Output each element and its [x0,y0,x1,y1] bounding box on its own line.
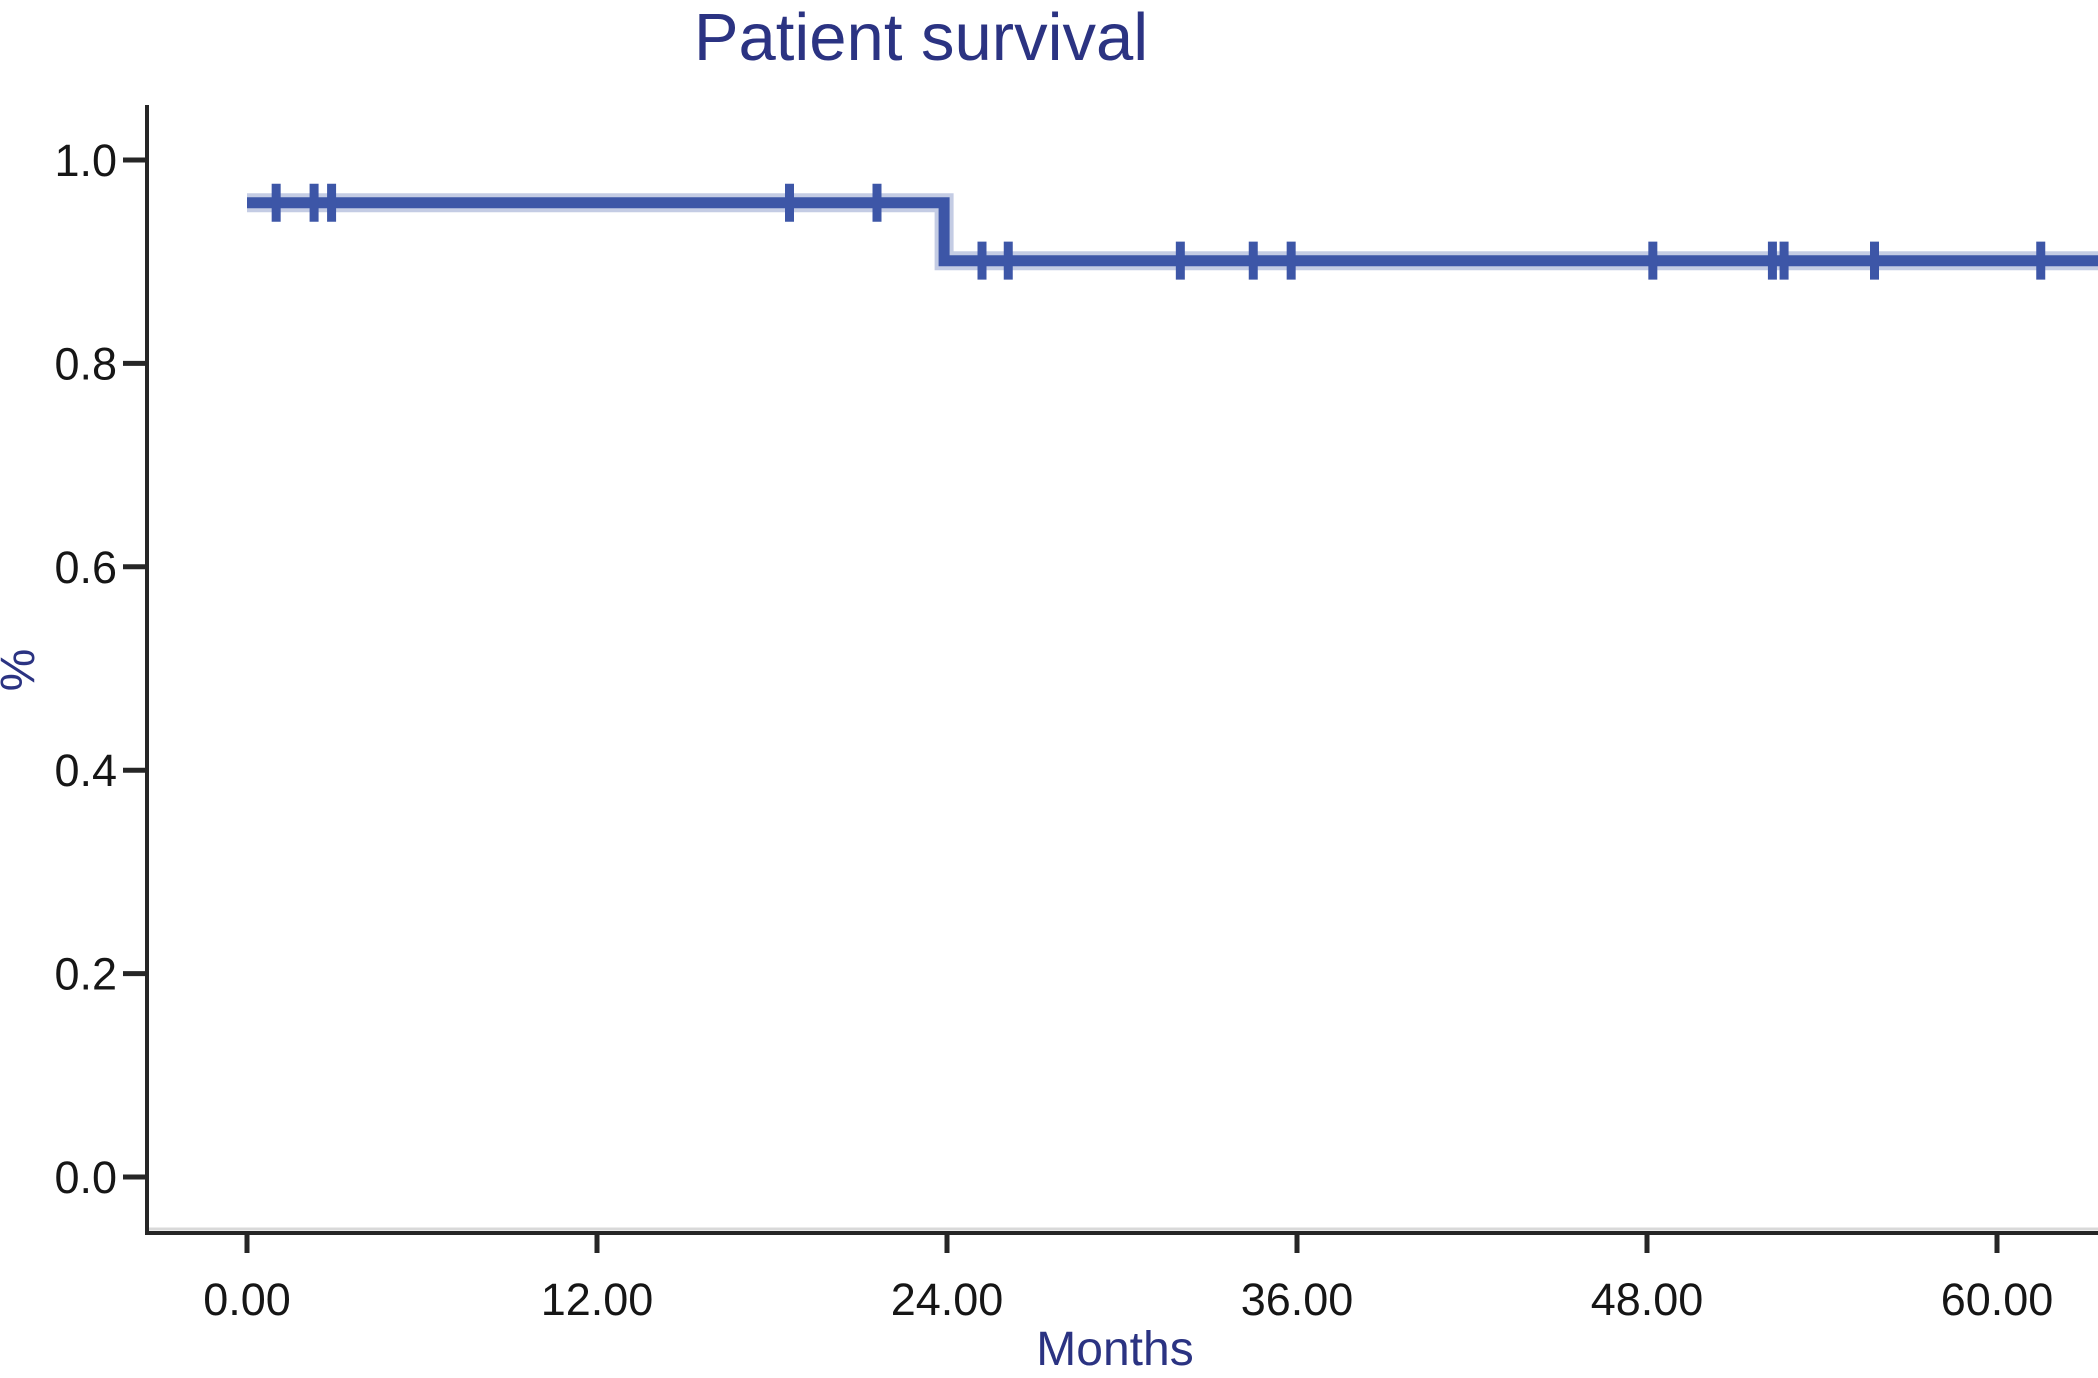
x-axis-label: Months [1036,1323,1193,1376]
y-tick-label: 0.0 [54,1152,117,1203]
survival-curve [247,197,2098,267]
axes-layer: 1.0 0.8 0.6 0.4 0.2 0.0 0.00 12.00 24.00 36.00 48.… [54,105,2098,1325]
x-tick-label: 0.00 [203,1274,291,1325]
y-tick-label: 0.4 [54,745,117,796]
x-tick-label: 24.00 [891,1274,1004,1325]
y-tick-label: 0.2 [54,949,117,1000]
chart-title: Patient survival [694,0,1148,75]
x-tick-label: 36.00 [1241,1274,1354,1325]
survival-curve-halo [247,193,2098,271]
x-tick-label: 48.00 [1591,1274,1704,1325]
y-tick-label: 1.0 [54,135,117,186]
y-tick-label: 0.8 [54,338,117,389]
y-tick-label: 0.6 [54,542,117,593]
data-layer [247,183,2098,280]
x-tick-label: 60.00 [1941,1274,2054,1325]
x-tick-label: 12.00 [541,1274,654,1325]
y-axis-label: % [0,649,45,692]
